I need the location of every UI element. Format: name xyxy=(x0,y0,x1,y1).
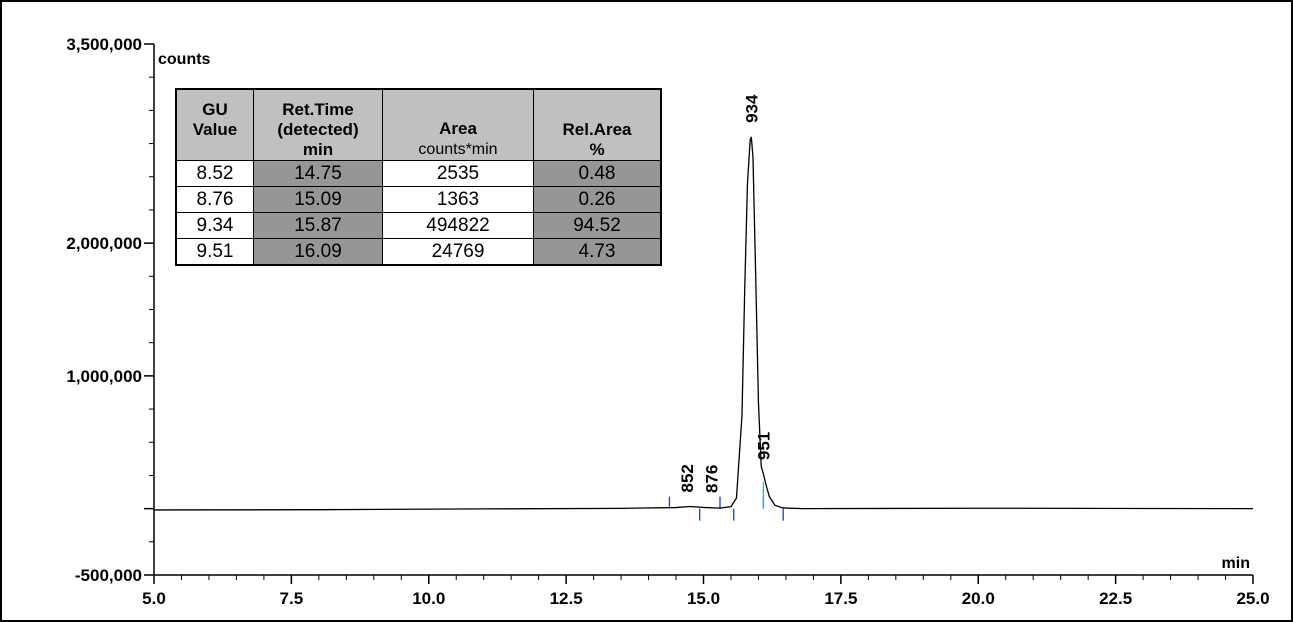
cell-gu-value: 8.52 xyxy=(175,160,254,187)
table-row: 8.76 15.09 1363 0.26 xyxy=(175,186,662,213)
y-tick-label: 1,000,000 xyxy=(66,367,142,386)
cell-area: 1363 xyxy=(382,186,534,213)
x-tick-label: 12.5 xyxy=(550,589,583,608)
peak-label-876: 876 xyxy=(702,465,721,493)
peak-labels: 852 876 934 951 xyxy=(678,94,774,493)
peak-label-934: 934 xyxy=(742,94,761,123)
x-tick-label: 25.0 xyxy=(1236,589,1269,608)
y-tick-label: 2,000,000 xyxy=(66,234,142,253)
cell-rel-area: 94.52 xyxy=(533,212,662,239)
x-axis-unit: min xyxy=(1222,555,1250,572)
header-ret-time: Ret.Time (detected) min xyxy=(253,88,383,161)
y-tick-label: -500,000 xyxy=(75,566,142,585)
cell-rel-area: 4.73 xyxy=(533,238,662,266)
cell-rel-area: 0.48 xyxy=(533,160,662,187)
x-tick-label: 10.0 xyxy=(412,589,445,608)
peak-table: GU Value Ret.Time (detected) min Area counts… xyxy=(175,88,662,266)
chromatogram-trace xyxy=(153,136,1254,511)
peak-table-header-row: GU Value Ret.Time (detected) min Area counts… xyxy=(175,88,662,161)
cell-area: 494822 xyxy=(382,212,534,239)
cell-gu-value: 8.76 xyxy=(175,186,254,213)
cell-rel-area: 0.26 xyxy=(533,186,662,213)
table-row: 9.34 15.87 494822 94.52 xyxy=(175,212,662,239)
cell-ret-time: 14.75 xyxy=(253,160,383,187)
cell-ret-time: 15.09 xyxy=(253,186,383,213)
cell-ret-time: 16.09 xyxy=(253,238,383,266)
x-tick-label: 17.5 xyxy=(824,589,857,608)
cell-gu-value: 9.34 xyxy=(175,212,254,239)
peak-label-852: 852 xyxy=(678,464,697,492)
peak-label-951: 951 xyxy=(754,432,773,460)
header-gu-value: GU Value xyxy=(175,88,254,161)
header-rel-area: Rel.Area% xyxy=(533,88,662,161)
x-tick-label: 22.5 xyxy=(1099,589,1132,608)
x-tick-label: 5.0 xyxy=(142,589,166,608)
header-area: Area counts*min xyxy=(382,88,534,161)
cell-ret-time: 15.87 xyxy=(253,212,383,239)
cell-area: 2535 xyxy=(382,160,534,187)
y-axis-unit: counts xyxy=(158,51,211,68)
table-row: 9.51 16.09 24769 4.73 xyxy=(175,238,662,266)
table-row: 8.52 14.75 2535 0.48 xyxy=(175,160,662,187)
x-tick-label: 7.5 xyxy=(280,589,304,608)
y-tick-label: 3,500,000 xyxy=(66,35,142,54)
x-tick-label: 15.0 xyxy=(687,589,720,608)
cell-gu-value: 9.51 xyxy=(175,238,254,266)
cell-area: 24769 xyxy=(382,238,534,266)
x-tick-label: 20.0 xyxy=(962,589,995,608)
integration-markers xyxy=(668,482,784,521)
